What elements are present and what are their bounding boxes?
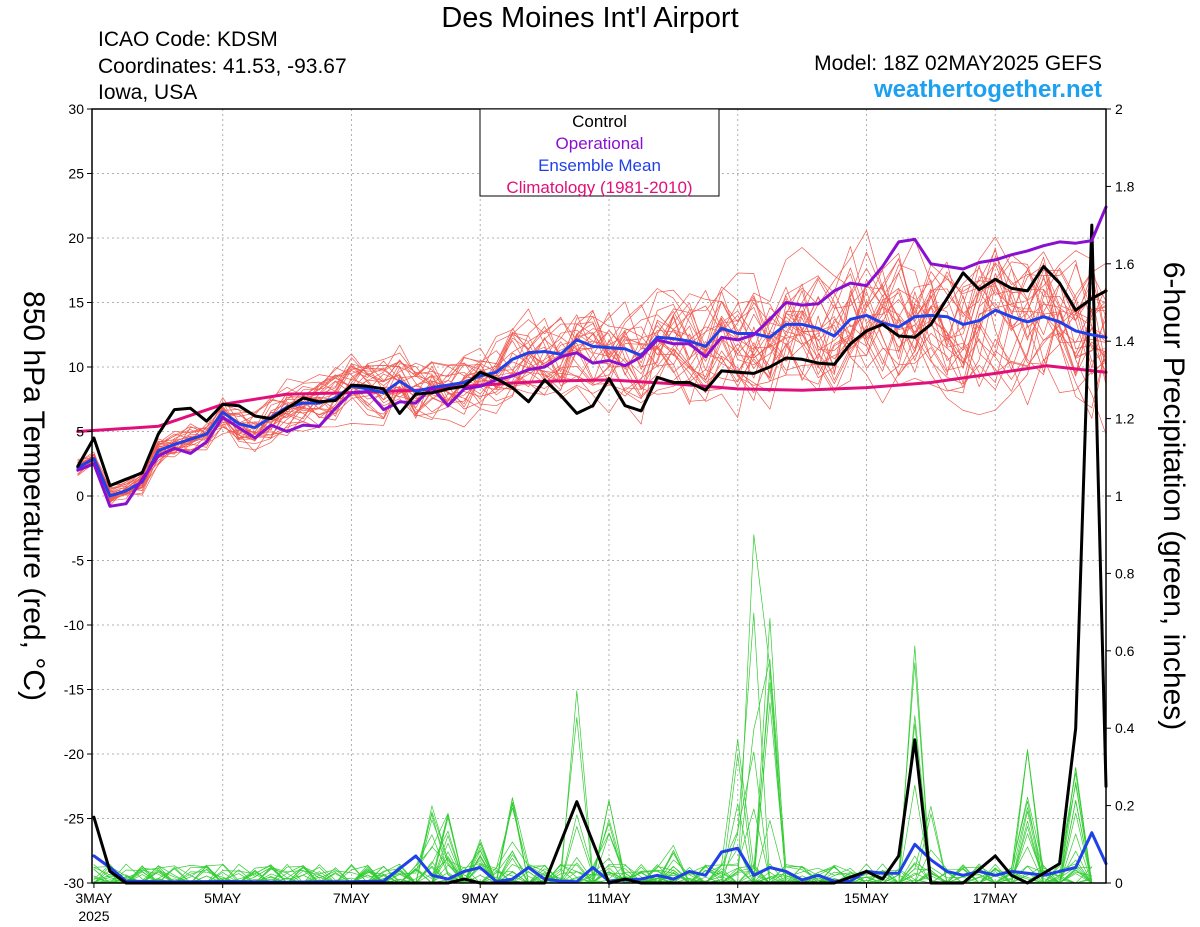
y2-tick-label: 1 bbox=[1115, 488, 1123, 504]
legend-entry: Climatology (1981-2010) bbox=[506, 178, 692, 197]
temp-member-line bbox=[77, 252, 1107, 490]
y-tick-label: -25 bbox=[64, 811, 84, 827]
legend: Control Operational Ensemble Mean Climatolo… bbox=[479, 108, 720, 197]
coordinates: Coordinates: 41.53, -93.67 bbox=[98, 55, 347, 78]
y-tick-label: 5 bbox=[76, 424, 84, 440]
precip-member-line bbox=[93, 662, 1093, 884]
temp-member-line bbox=[77, 286, 1107, 490]
temp-member-line bbox=[77, 282, 1107, 495]
temp-member-line bbox=[77, 256, 1107, 501]
y2-tick-label: 0.4 bbox=[1115, 720, 1135, 736]
x-tick-label: 17MAY bbox=[973, 890, 1019, 906]
precip-member-line bbox=[93, 750, 1093, 884]
main-series bbox=[76, 205, 1108, 885]
temp-member-line bbox=[77, 291, 1107, 490]
y2-tick-label: 1.4 bbox=[1115, 333, 1135, 349]
temp-member-line bbox=[77, 251, 1107, 504]
right-axis-ticks: 2 1.8 1.6 1.4 1.2 1 0.8 0.6 0.4 0.2 0 bbox=[1106, 101, 1135, 891]
precipitation-members bbox=[93, 534, 1093, 884]
control-temp-line bbox=[76, 264, 1108, 488]
precip-member-line bbox=[93, 690, 1093, 884]
y-tick-label: -10 bbox=[64, 617, 84, 633]
grid-lines bbox=[92, 109, 1106, 883]
y-axis-label: 850 hPa Temperature (red, °C) bbox=[17, 291, 50, 701]
temp-member-line bbox=[77, 282, 1107, 493]
precip-member-line bbox=[93, 659, 1093, 884]
y2-tick-label: 0.2 bbox=[1115, 798, 1135, 814]
y2-tick-label: 0.6 bbox=[1115, 643, 1135, 659]
y2-tick-label: 0 bbox=[1115, 875, 1123, 891]
x-tick-year: 2025 bbox=[78, 908, 109, 924]
legend-entry: Control bbox=[572, 112, 627, 131]
temp-member-line bbox=[77, 271, 1107, 497]
temp-member-line bbox=[77, 230, 1107, 495]
y-tick-label: -20 bbox=[64, 746, 84, 762]
temp-member-line bbox=[77, 258, 1107, 496]
control-precip-line bbox=[92, 223, 1108, 885]
x-tick-label: 3MAY bbox=[75, 890, 113, 906]
region: Iowa, USA bbox=[98, 81, 198, 104]
x-tick-label: 9MAY bbox=[462, 890, 500, 906]
y-tick-label: 25 bbox=[68, 166, 84, 182]
legend-box bbox=[479, 108, 720, 197]
temp-member-line bbox=[77, 247, 1107, 501]
x-tick-label: 7MAY bbox=[333, 890, 371, 906]
y2-tick-label: 1.2 bbox=[1115, 411, 1135, 427]
temperature-members bbox=[77, 230, 1107, 506]
x-tick-label: 13MAY bbox=[715, 890, 761, 906]
y-tick-label: 30 bbox=[68, 101, 84, 117]
precip-member-line bbox=[93, 645, 1093, 884]
y-tick-label: 20 bbox=[68, 230, 84, 246]
temp-member-line bbox=[77, 265, 1107, 503]
precip-member-line bbox=[93, 767, 1093, 884]
temp-member-line bbox=[77, 293, 1107, 500]
legend-entry: Operational bbox=[556, 134, 644, 153]
model-run: Model: 18Z 02MAY2025 GEFS bbox=[814, 52, 1102, 75]
y-tick-label: -15 bbox=[64, 682, 84, 698]
legend-entry: Ensemble Mean bbox=[538, 156, 661, 175]
x-tick-label: 15MAY bbox=[844, 890, 890, 906]
precip-member-line bbox=[93, 534, 1093, 884]
operational-temp-line bbox=[76, 205, 1108, 508]
y-tick-label: 15 bbox=[68, 295, 84, 311]
y-tick-label: -5 bbox=[72, 553, 85, 569]
y2-axis-label: 6-hour Precipitation (green, inches) bbox=[1157, 262, 1190, 731]
y-tick-label: -30 bbox=[64, 875, 84, 891]
x-axis-ticks: 3MAY 2025 5MAY 7MAY 9MAY 11MAY 13MAY 15MAY 17MAY bbox=[75, 883, 1018, 924]
y2-tick-label: 2 bbox=[1115, 101, 1123, 117]
y-tick-label: 0 bbox=[76, 488, 84, 504]
temp-member-line bbox=[77, 271, 1107, 497]
y2-tick-label: 1.8 bbox=[1115, 178, 1135, 194]
x-tick-label: 11MAY bbox=[587, 890, 631, 906]
left-axis-ticks: 30 25 20 15 10 5 0 -5 -10 -15 -20 -25 -30 bbox=[64, 101, 92, 891]
icao-code: ICAO Code: KDSM bbox=[98, 28, 278, 51]
site-link[interactable]: weathertogether.net bbox=[873, 76, 1102, 103]
y-tick-label: 10 bbox=[68, 359, 84, 375]
y2-tick-label: 1.6 bbox=[1115, 256, 1135, 272]
precip-member-line bbox=[93, 682, 1093, 884]
precip-member-line bbox=[93, 668, 1093, 884]
chart-title: Des Moines Int'l Airport bbox=[441, 2, 739, 34]
y2-tick-label: 0.8 bbox=[1115, 565, 1135, 581]
x-tick-label: 5MAY bbox=[204, 890, 242, 906]
